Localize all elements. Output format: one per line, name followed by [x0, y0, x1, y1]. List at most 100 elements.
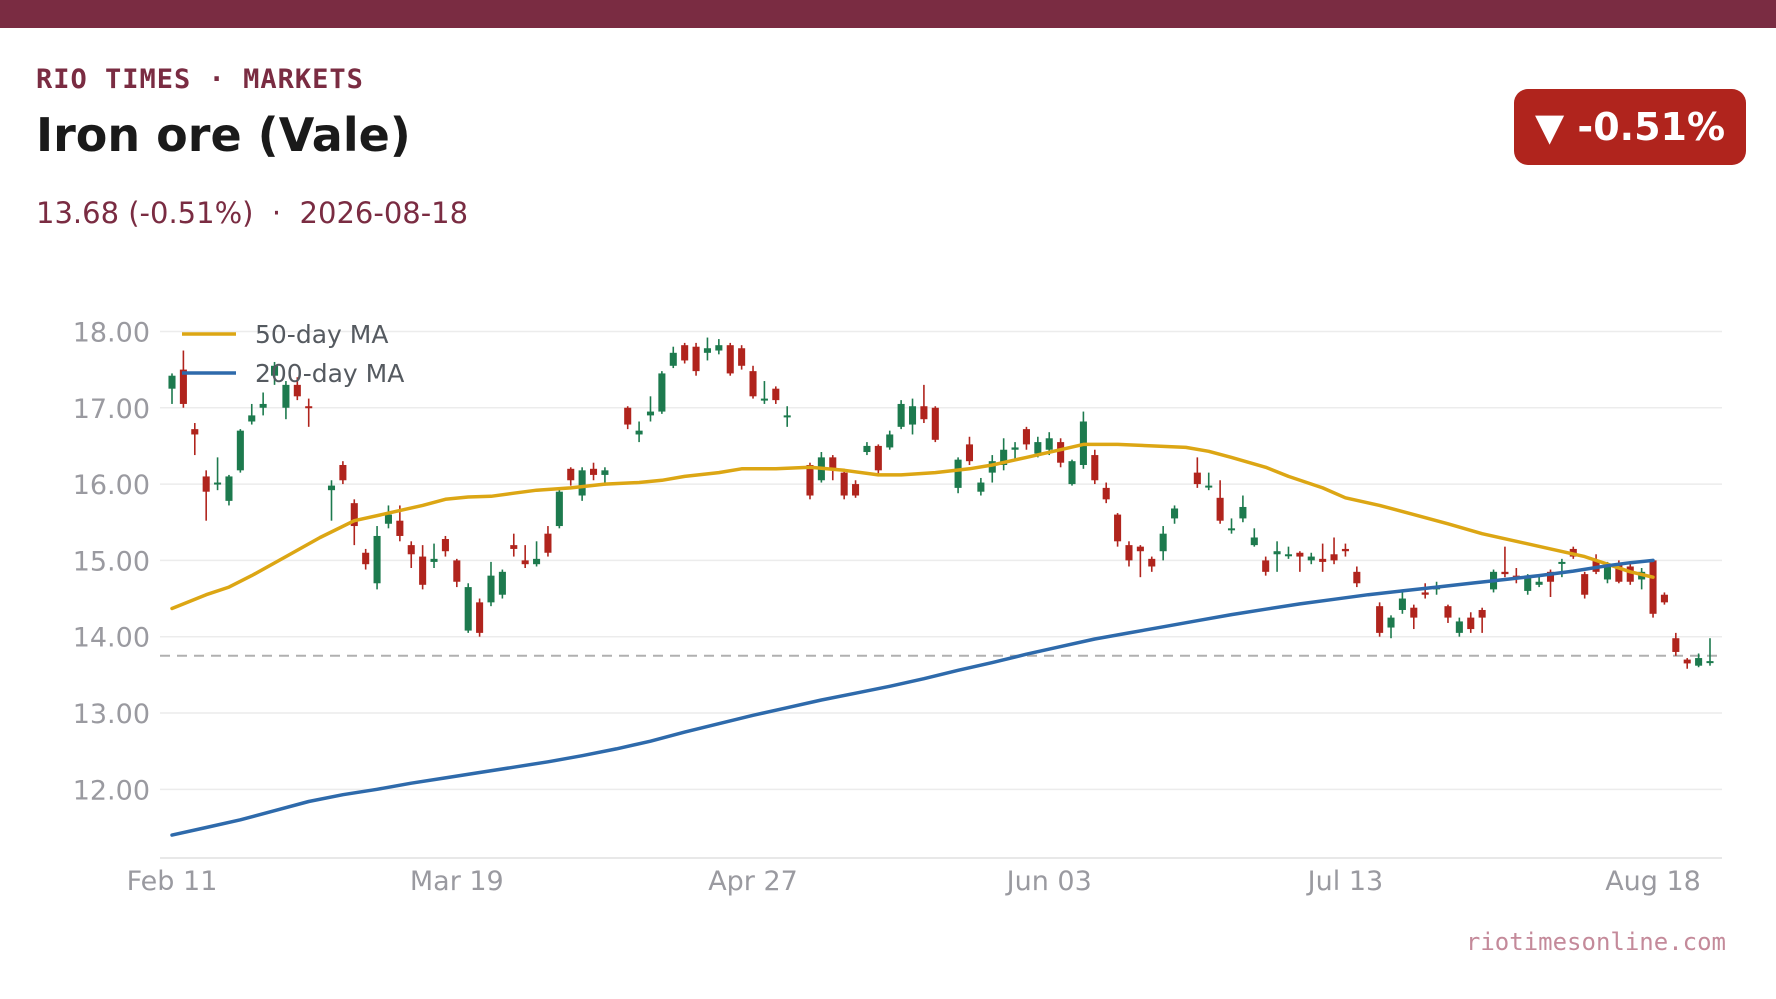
top-accent-bar: [0, 0, 1776, 28]
candle-body: [1376, 606, 1384, 633]
candle-body: [282, 384, 290, 408]
candle-body: [1159, 533, 1167, 552]
legend-label: 50-day MA: [255, 320, 388, 349]
candle-down: [1672, 632, 1680, 656]
candle-body: [191, 429, 199, 435]
y-tick-label: 16.00: [73, 470, 150, 501]
candle-body: [327, 485, 336, 491]
y-tick-label: 18.00: [73, 317, 150, 348]
legend: 50-day MA 200-day MA: [182, 320, 404, 388]
candle-body: [453, 560, 461, 582]
candle-body: [441, 539, 449, 552]
candle-down: [1501, 546, 1509, 578]
candle-body: [1398, 598, 1406, 610]
x-tick-label: Mar 19: [410, 866, 504, 897]
candle-down: [920, 384, 928, 424]
candle-down: [567, 467, 575, 486]
candle-up: [533, 541, 541, 567]
candle-down: [1649, 560, 1657, 618]
candle-down: [738, 345, 746, 370]
candle-body: [1296, 552, 1304, 557]
candle-up: [977, 477, 985, 496]
candle-down: [1057, 438, 1065, 468]
candle-body: [1307, 556, 1315, 561]
candle-body: [863, 445, 871, 453]
candle-up: [373, 526, 381, 590]
candle-down: [1683, 658, 1691, 669]
candle-up: [760, 381, 768, 404]
candle-up: [646, 396, 655, 422]
candle-body: [179, 369, 187, 404]
candle-down: [1353, 566, 1361, 588]
candle-up: [1284, 546, 1293, 559]
candle-up: [384, 505, 392, 529]
candle-body: [1660, 594, 1668, 603]
candle-up: [1387, 615, 1395, 639]
candle-body: [715, 345, 723, 351]
candle-body: [977, 482, 985, 492]
x-axis: Feb 11 Mar 19 Apr 27 Jun 03 Jul 13 Aug 18: [127, 866, 1701, 897]
candle-down: [1125, 541, 1133, 567]
candle-body: [202, 476, 210, 492]
candle-up: [214, 457, 222, 491]
candle-up: [1398, 592, 1406, 614]
candle-body: [1330, 554, 1338, 561]
candle-down: [293, 377, 301, 401]
candle-down: [1592, 554, 1600, 575]
candle-up: [1638, 568, 1646, 590]
candle-body: [1273, 551, 1281, 555]
candle-body: [1524, 575, 1532, 591]
candle-body: [1022, 429, 1030, 445]
candle-body: [1034, 442, 1042, 454]
candle-body: [1319, 558, 1327, 562]
candle-body: [214, 482, 222, 485]
candle-body: [1045, 438, 1053, 450]
candle-body: [1546, 571, 1555, 582]
change-badge: ▼ -0.51%: [1514, 89, 1746, 165]
candle-down: [1091, 449, 1099, 485]
candle-up: [1706, 638, 1714, 666]
candle-body: [1626, 566, 1634, 582]
candle-body: [1672, 638, 1680, 652]
candle-down: [965, 436, 974, 465]
candle-body: [362, 552, 370, 565]
candle-body: [1011, 447, 1019, 450]
x-tick-label: Jul 13: [1306, 866, 1384, 897]
candle-body: [1581, 574, 1589, 595]
candle-body: [544, 533, 552, 553]
ma50-line: [170, 442, 1655, 611]
candle-body: [259, 403, 267, 408]
candle-body: [384, 514, 392, 524]
candle-up: [259, 392, 267, 416]
candle-body: [396, 520, 404, 536]
candle-up: [988, 455, 996, 483]
candle-body: [487, 575, 495, 603]
candle-body: [521, 560, 529, 565]
candle-up: [1159, 526, 1167, 561]
candle-body: [168, 375, 176, 389]
candle-body: [874, 445, 882, 471]
candle-down: [1467, 612, 1475, 633]
candle-body: [1683, 659, 1691, 664]
candle-body: [897, 403, 905, 427]
candle-body: [1501, 571, 1509, 575]
candle-body: [886, 434, 894, 448]
candle-body: [1467, 617, 1475, 630]
candle-body: [1455, 621, 1463, 633]
ma200-line: [170, 558, 1655, 837]
candle-down: [1102, 482, 1110, 504]
candle-body: [373, 535, 381, 584]
candle-body: [1239, 506, 1247, 519]
candle-body: [726, 345, 734, 374]
candle-body: [954, 459, 962, 488]
candle-body: [829, 457, 837, 469]
candle-up: [669, 346, 677, 369]
candle-body: [1615, 564, 1623, 582]
candle-down: [1296, 551, 1304, 572]
candle-down: [1148, 556, 1156, 572]
candle-down: [1216, 480, 1224, 524]
candle-body: [852, 484, 860, 496]
candle-body: [624, 407, 632, 425]
candle-body: [1193, 472, 1201, 485]
candle-down: [476, 598, 484, 637]
